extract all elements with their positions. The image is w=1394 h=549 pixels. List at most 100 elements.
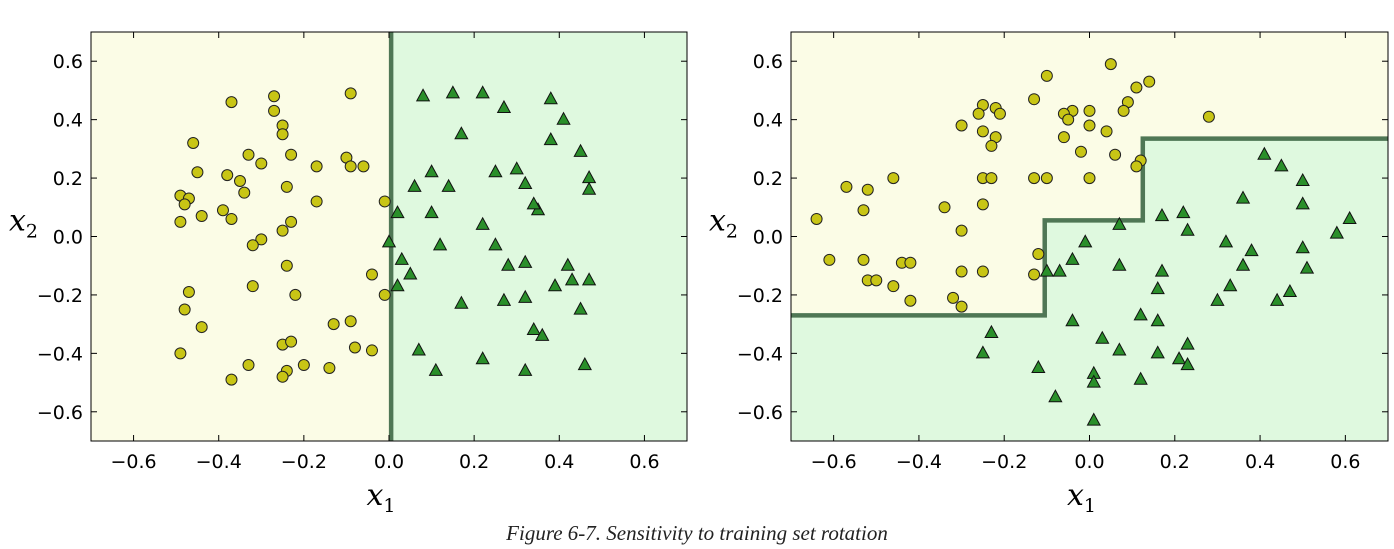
data-point-circle (174, 215, 187, 228)
y-tick-label: 0.6 (753, 51, 783, 73)
data-point-triangle (1154, 208, 1170, 222)
data-point-triangle (390, 205, 405, 219)
data-point-circle (823, 253, 836, 266)
data-point-triangle (547, 278, 563, 292)
data-point-circle (904, 256, 917, 269)
x-tick-label: −0.4 (896, 451, 942, 473)
data-point-circle (857, 253, 870, 266)
data-point-triangle (1269, 292, 1285, 306)
data-point-triangle (1112, 216, 1127, 230)
data-point-triangle (1150, 345, 1165, 359)
data-point-circle (280, 180, 293, 193)
data-point-circle (857, 204, 870, 217)
data-point-circle (378, 288, 391, 301)
data-point-triangle (411, 342, 426, 356)
y-tick-label: −0.6 (737, 402, 783, 424)
x-tick-label: 0.2 (459, 451, 489, 473)
data-point-triangle (1223, 278, 1238, 292)
y-axis-label: x2 (9, 204, 38, 243)
y-tick-label: 0.0 (753, 227, 783, 249)
data-point-circle (1028, 93, 1041, 106)
data-point-triangle (984, 324, 999, 338)
y-tick-label: 0.2 (53, 168, 83, 190)
data-point-triangle (1180, 222, 1195, 236)
data-point-triangle (1342, 210, 1357, 225)
data-point-triangle (1052, 263, 1067, 277)
data-point-circle (285, 148, 298, 161)
data-point-circle (242, 148, 255, 161)
data-point-triangle (424, 205, 439, 219)
data-point-circle (1028, 172, 1041, 185)
data-point-triangle (390, 278, 405, 292)
data-point-triangle (1295, 196, 1310, 210)
data-point-triangle (475, 351, 490, 365)
data-point-triangle (454, 295, 469, 309)
data-point-circle (810, 212, 823, 225)
x-tick-label: 0.6 (1330, 451, 1360, 473)
y-tick-label: −0.2 (737, 285, 783, 307)
data-point-circle (246, 239, 259, 252)
x-tick-label: 0.0 (1074, 451, 1104, 473)
data-point-circle (225, 96, 238, 109)
data-point-triangle (1086, 374, 1101, 388)
data-point-circle (285, 215, 298, 228)
data-point-circle (904, 294, 917, 307)
data-point-circle (285, 335, 298, 348)
data-point-circle (1028, 268, 1041, 281)
data-point-triangle (1244, 243, 1259, 257)
data-point-circle (1057, 131, 1070, 144)
data-point-circle (246, 280, 259, 293)
data-point-triangle (1031, 359, 1046, 374)
data-point-circle (870, 274, 883, 287)
data-point-triangle (441, 178, 456, 192)
data-point-circle (276, 128, 289, 141)
data-point-triangle (488, 237, 503, 251)
data-point-triangle (975, 345, 991, 359)
data-point-triangle (1095, 330, 1110, 344)
data-point-circle (280, 259, 293, 272)
x-tick-label: −0.4 (196, 451, 242, 473)
data-point-triangle (573, 143, 588, 157)
x-tick-label: 0.2 (1160, 451, 1190, 473)
data-point-triangle (475, 85, 490, 99)
data-point-triangle (560, 257, 575, 271)
data-point-circle (174, 347, 187, 360)
data-point-triangle (1133, 371, 1148, 385)
data-point-circle (1083, 172, 1096, 185)
data-point-circle (268, 90, 281, 103)
data-point-triangle (577, 356, 592, 371)
data-point-triangle (1329, 225, 1344, 239)
figure-caption: Figure 6-7. Sensitivity to training set … (506, 521, 888, 545)
data-point-circle (1104, 58, 1117, 71)
data-point-circle (216, 204, 229, 217)
data-point-triangle (1150, 313, 1165, 327)
data-point-triangle (1086, 412, 1101, 426)
y-axis-label: x2 (709, 204, 738, 243)
x-axis-label: x1 (366, 478, 395, 517)
data-point-circle (985, 139, 998, 152)
data-point-circle (1032, 248, 1045, 261)
data-point-triangle (1171, 351, 1187, 365)
y-tick-label: −0.6 (37, 402, 83, 424)
data-point-circle (276, 224, 289, 237)
data-point-circle (344, 87, 357, 100)
data-point-triangle (432, 237, 448, 251)
data-point-circle (955, 224, 968, 237)
data-point-triangle (1180, 336, 1195, 350)
data-point-circle (195, 321, 208, 334)
data-point-circle (938, 201, 951, 214)
data-point-triangle (1039, 263, 1054, 277)
data-point-triangle (556, 111, 571, 125)
data-point-circle (323, 361, 336, 374)
data-point-circle (255, 233, 268, 246)
data-point-triangle (581, 181, 597, 195)
data-point-triangle (1282, 283, 1298, 298)
data-point-circle (955, 119, 968, 132)
y-tick-label: 0.2 (753, 168, 783, 190)
data-point-triangle (526, 321, 541, 336)
data-point-circle (976, 125, 989, 138)
data-point-circle (1083, 119, 1096, 132)
data-point-circle (221, 169, 234, 182)
data-point-circle (310, 195, 323, 208)
data-point-circle (276, 370, 289, 383)
